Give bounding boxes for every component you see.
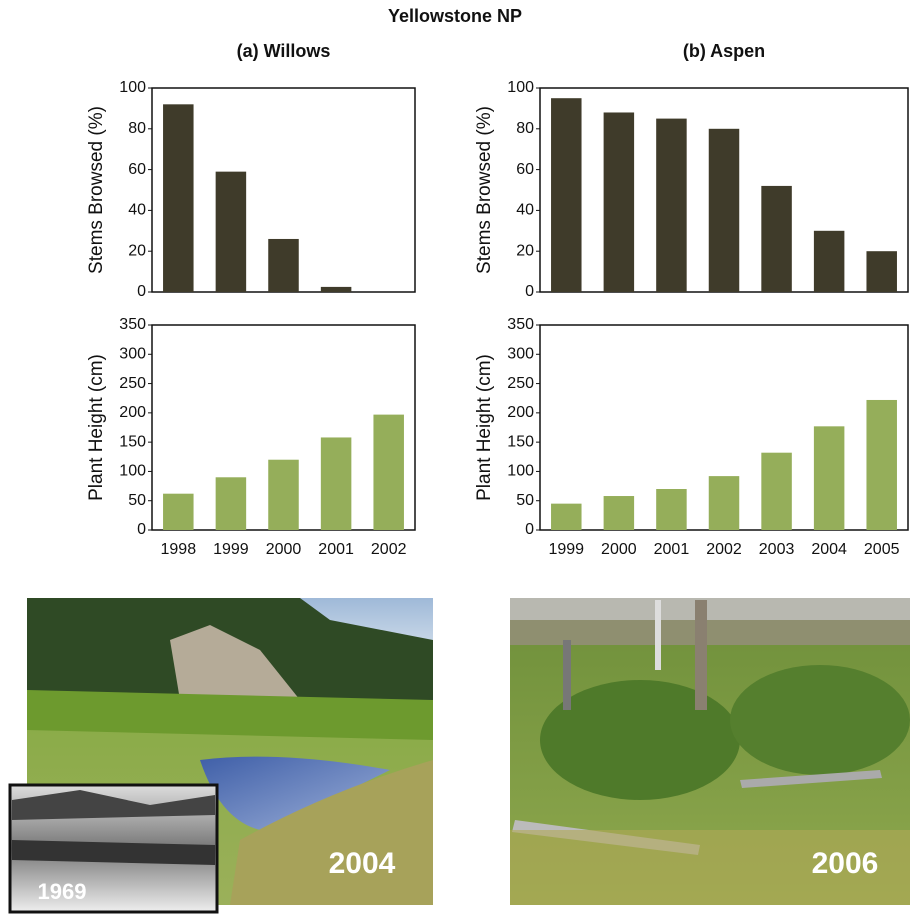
- photo-willows: 2004 1969: [8, 598, 433, 914]
- bar: [866, 251, 897, 292]
- bar: [761, 452, 792, 530]
- x-tick-label: 2000: [601, 541, 637, 558]
- y-axis-title: Stems Browsed (%): [474, 106, 495, 274]
- bar: [813, 230, 845, 292]
- y-tick-label: 0: [525, 283, 534, 300]
- bar: [215, 477, 247, 530]
- chart-title: (b) Aspen: [683, 41, 765, 61]
- figure-title: Yellowstone NP: [388, 6, 522, 26]
- y-tick-label: 0: [525, 521, 534, 538]
- y-axis-title: Plant Height (cm): [474, 354, 495, 501]
- bar: [656, 118, 687, 292]
- y-tick-label: 50: [516, 492, 534, 509]
- x-tick-label: 2003: [759, 541, 795, 558]
- x-tick-label: 2005: [864, 541, 900, 558]
- x-tick-label: 2001: [318, 541, 354, 558]
- y-tick-label: 0: [137, 521, 146, 538]
- bar: [708, 476, 740, 530]
- x-tick-label: 2002: [706, 541, 742, 558]
- y-tick-label: 150: [507, 433, 534, 450]
- y-tick-label: 300: [119, 346, 146, 363]
- y-tick-label: 40: [128, 202, 146, 219]
- bar: [551, 503, 582, 530]
- y-tick-label: 20: [128, 242, 146, 259]
- bar: [603, 112, 635, 292]
- y-tick-label: 250: [507, 375, 534, 392]
- bar: [320, 286, 352, 292]
- photo-year: 2004: [329, 847, 396, 880]
- y-tick-label: 250: [119, 375, 146, 392]
- x-tick-label: 1998: [161, 541, 197, 558]
- inset-year: 1969: [38, 879, 87, 904]
- photo-year: 2006: [812, 847, 879, 880]
- bar: [603, 496, 635, 530]
- y-tick-label: 20: [516, 242, 534, 259]
- y-axis-title: Plant Height (cm): [86, 354, 107, 501]
- y-tick-label: 100: [119, 463, 146, 480]
- bar: [813, 426, 845, 530]
- y-tick-label: 350: [119, 316, 146, 333]
- bar: [163, 493, 194, 530]
- bar: [373, 414, 404, 530]
- bar: [708, 128, 740, 292]
- y-tick-label: 150: [119, 433, 146, 450]
- y-tick-label: 60: [128, 161, 146, 178]
- y-tick-label: 60: [516, 161, 534, 178]
- y-tick-label: 100: [119, 79, 146, 96]
- y-tick-label: 50: [128, 492, 146, 509]
- bar: [551, 98, 582, 292]
- bar: [163, 104, 194, 292]
- y-tick-label: 350: [507, 316, 534, 333]
- x-tick-label: 2004: [811, 541, 847, 558]
- y-tick-label: 0: [137, 283, 146, 300]
- bar: [268, 459, 299, 530]
- y-tick-label: 40: [516, 202, 534, 219]
- y-tick-label: 80: [128, 120, 146, 137]
- y-tick-label: 200: [119, 404, 146, 421]
- x-tick-label: 2001: [654, 541, 690, 558]
- x-tick-label: 1999: [213, 541, 249, 558]
- y-tick-label: 200: [507, 404, 534, 421]
- y-tick-label: 300: [507, 346, 534, 363]
- photo-aspen: 2006: [510, 598, 910, 905]
- bar: [320, 437, 352, 530]
- x-tick-label: 2002: [371, 541, 407, 558]
- bar: [761, 185, 792, 292]
- bar: [656, 489, 687, 530]
- bar: [215, 171, 247, 292]
- y-tick-label: 100: [507, 79, 534, 96]
- y-tick-label: 80: [516, 120, 534, 137]
- bar: [866, 399, 897, 530]
- chart-title: (a) Willows: [237, 41, 331, 61]
- y-tick-label: 100: [507, 463, 534, 480]
- x-tick-label: 1999: [548, 541, 584, 558]
- x-tick-label: 2000: [266, 541, 302, 558]
- y-axis-title: Stems Browsed (%): [86, 106, 107, 274]
- bar: [268, 238, 299, 292]
